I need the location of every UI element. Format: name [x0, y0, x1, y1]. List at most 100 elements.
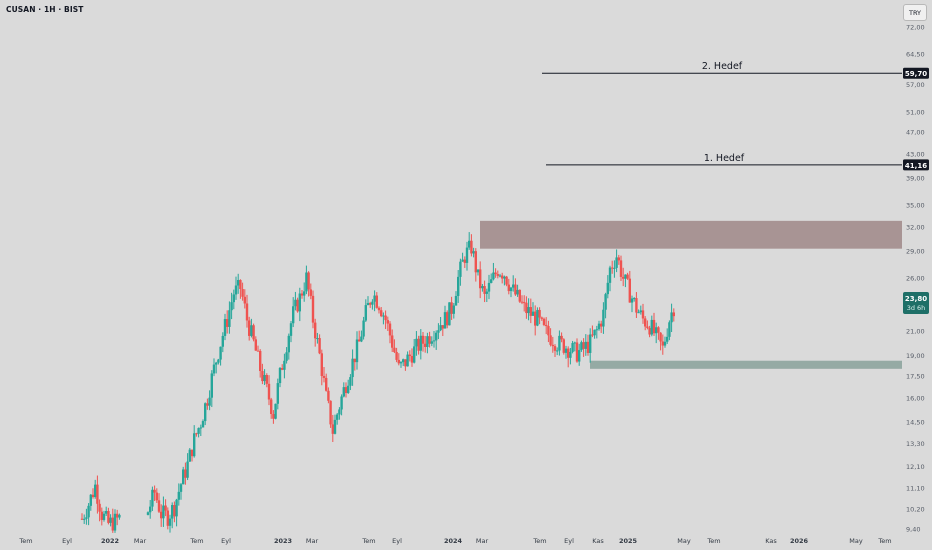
x-tick-label: Kas: [592, 537, 604, 545]
candle-body: [382, 315, 385, 317]
candle-body: [113, 513, 117, 531]
candle-body: [250, 325, 253, 336]
x-tick-label: 2022: [101, 537, 119, 545]
candle-body: [146, 512, 150, 515]
candle-body: [399, 362, 403, 364]
candle-body: [439, 325, 442, 331]
price-axis: 72,00 64,50 57,00 51,00 47,00 43,00 39,00 35,00…: [903, 24, 929, 534]
candle-body: [474, 251, 477, 273]
candle-body: [325, 377, 328, 391]
candle-body: [270, 399, 273, 415]
candle-body: [360, 336, 363, 342]
candle-body: [272, 414, 275, 419]
candle-body: [384, 315, 387, 321]
candle-body: [534, 311, 537, 326]
candle-body: [512, 284, 515, 288]
candle-body: [426, 336, 429, 347]
candle-body: [452, 305, 455, 314]
zone-support[interactable]: [590, 360, 902, 369]
candle-body: [468, 240, 471, 248]
candle-body: [241, 288, 244, 297]
candle-body: [622, 276, 625, 279]
candle-body: [303, 291, 306, 296]
candle-body: [188, 449, 191, 462]
candle-body: [285, 352, 288, 361]
target-label: 2. Hedef: [702, 61, 743, 72]
candle-body: [516, 289, 519, 295]
candle-body: [545, 324, 548, 327]
candle-body: [661, 341, 664, 346]
candle-body: [375, 295, 378, 308]
candle-body: [520, 301, 524, 303]
candle-body: [349, 377, 352, 386]
y-tick-label: 72,00: [906, 24, 925, 32]
candle-body: [85, 517, 88, 519]
candle-body: [503, 276, 506, 279]
candle-body: [479, 269, 482, 289]
y-tick-label: 17,50: [906, 372, 925, 380]
x-tick-label: 2024: [444, 537, 463, 545]
candle-body: [309, 289, 312, 296]
candle-body: [569, 351, 572, 358]
candle-body: [190, 449, 194, 457]
candle-body: [254, 339, 257, 351]
candle-body: [259, 350, 262, 372]
candle-body: [525, 302, 528, 314]
y-tick-label: 21,00: [906, 327, 925, 335]
candle-body: [481, 286, 484, 289]
y-tick-label: 51,00: [906, 109, 925, 117]
candle-body: [342, 387, 345, 397]
candle-body: [463, 259, 466, 263]
candle-body: [153, 489, 156, 493]
candle-body: [265, 374, 268, 384]
candle-body: [514, 284, 517, 295]
currency-button[interactable]: TRY: [903, 4, 927, 21]
x-tick-label: Mar: [306, 537, 319, 545]
candle-body: [296, 299, 299, 312]
candle-body: [267, 383, 271, 400]
levels-layer: 2. Hedef 59,70 1. Hedef 41,16: [542, 61, 929, 171]
candle-body: [164, 505, 167, 511]
candle-body: [230, 302, 233, 311]
candle-body: [215, 362, 218, 365]
candle-body: [613, 267, 616, 269]
candle-body: [168, 518, 172, 526]
candle-body: [611, 267, 614, 269]
candle-body: [584, 341, 587, 349]
x-tick-label: May: [677, 537, 691, 545]
candle-body: [421, 335, 425, 344]
candle-body: [283, 360, 286, 370]
candle-body: [347, 385, 350, 393]
target-label: 1. Hedef: [704, 153, 745, 164]
candle-body: [298, 293, 301, 312]
candle-body: [322, 375, 326, 378]
candle-body: [206, 403, 209, 406]
candle-body: [380, 310, 383, 317]
candle-body: [567, 348, 570, 358]
candle-body: [195, 433, 198, 435]
candle-body: [424, 343, 427, 347]
candles-layer: [80, 232, 675, 533]
candle-body: [210, 373, 213, 398]
candle-body: [307, 272, 310, 290]
candle-body: [160, 511, 163, 519]
bar-countdown: 3d 6h: [907, 304, 926, 312]
zones-layer: [480, 220, 902, 369]
candle-body: [549, 335, 552, 345]
candle-body: [234, 285, 238, 295]
candle-body: [593, 329, 596, 336]
candle-body: [672, 312, 675, 317]
y-tick-label: 32,00: [906, 223, 925, 231]
candle-body: [358, 339, 361, 342]
candle-body: [228, 310, 231, 327]
candle-body: [459, 261, 462, 277]
candle-body: [432, 340, 436, 342]
zone-resistance[interactable]: [480, 220, 902, 249]
candle-body: [465, 247, 469, 263]
x-tick-label: 2026: [790, 537, 809, 545]
candle-body: [575, 342, 579, 362]
candle-body: [320, 353, 323, 376]
candle-body: [454, 295, 458, 306]
